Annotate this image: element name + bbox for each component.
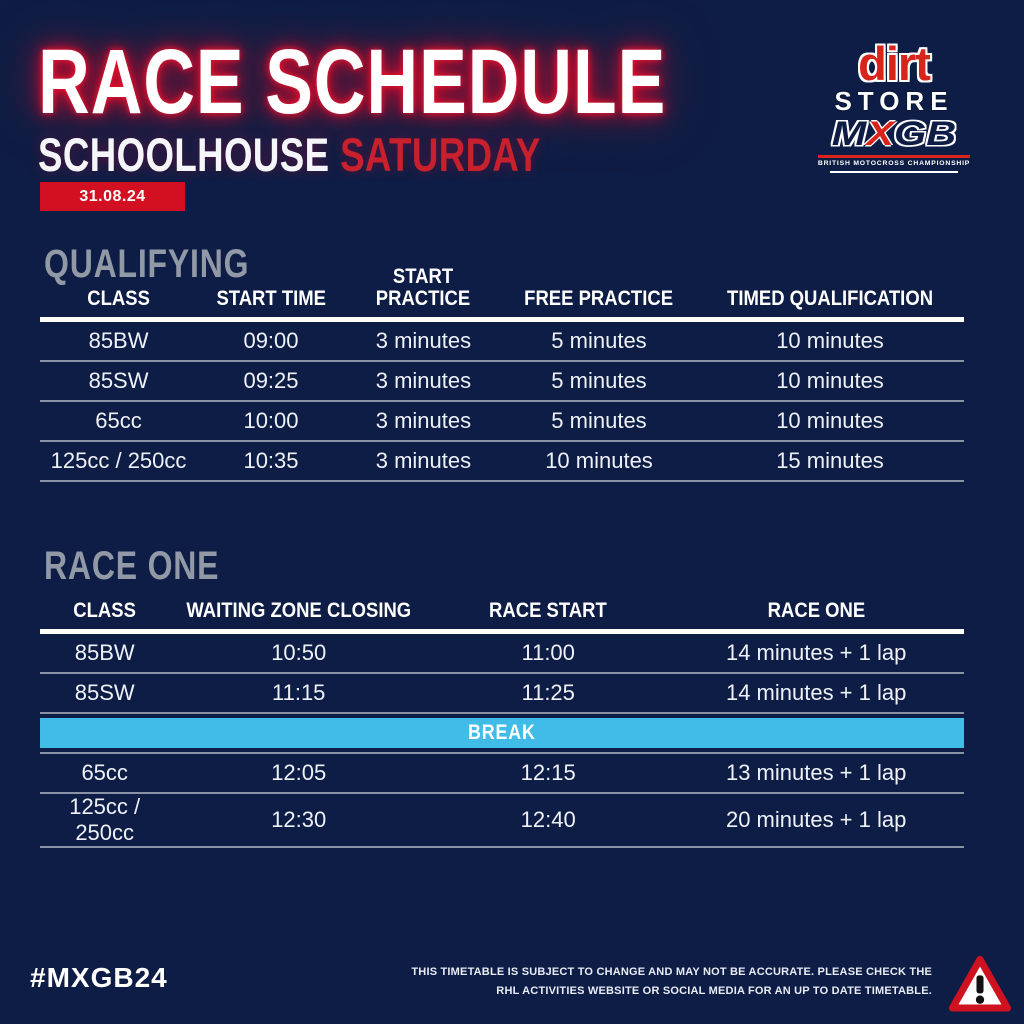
cell-start-time: 10:35 (197, 441, 345, 482)
break-banner: BREAK (40, 718, 964, 748)
column-header-race-one: RACE ONE (668, 580, 964, 634)
cell-start-practice: 3 minutes (344, 401, 502, 442)
cell-free-practice: 10 minutes (501, 441, 697, 482)
logo-tagline: BRITISH MOTOCROSS CHAMPIONSHIP (817, 160, 971, 167)
break-row: BREAK (40, 713, 964, 754)
cell-class: 85BW (40, 319, 198, 362)
column-header-class: CLASS (40, 258, 198, 322)
cell-waiting-zone-closing: 12:05 (169, 753, 429, 794)
table-row: 85BW 09:00 3 minutes 5 minutes 10 minute… (40, 319, 964, 362)
cell-class: 125cc / 250cc (40, 793, 170, 848)
warning-triangle-icon (948, 954, 1012, 1016)
race-one-header-row: CLASS WAITING ZONE CLOSING RACE START RA… (40, 580, 964, 634)
table-row: 65cc 12:05 12:15 13 minutes + 1 lap (40, 753, 964, 794)
cell-timed-qualification: 10 minutes (696, 361, 964, 402)
column-header-race-start: RACE START (428, 580, 669, 634)
cell-race-duration: 14 minutes + 1 lap (668, 673, 964, 714)
cell-class: 85SW (40, 361, 198, 402)
cell-timed-qualification: 10 minutes (696, 401, 964, 442)
qualifying-table: CLASS START TIME START PRACTICE FREE PRA… (40, 258, 964, 482)
table-row: 85BW 10:50 11:00 14 minutes + 1 lap (40, 631, 964, 674)
table-row: 65cc 10:00 3 minutes 5 minutes 10 minute… (40, 401, 964, 442)
column-header-start-practice: START PRACTICE (344, 258, 502, 322)
cell-waiting-zone-closing: 11:15 (169, 673, 429, 714)
table-row: 125cc / 250cc 10:35 3 minutes 10 minutes… (40, 441, 964, 482)
cell-free-practice: 5 minutes (501, 319, 697, 362)
cell-start-time: 09:00 (197, 319, 345, 362)
cell-waiting-zone-closing: 12:30 (169, 793, 429, 848)
column-header-start-time: START TIME (197, 258, 345, 322)
cell-class: 85SW (40, 673, 170, 714)
dirt-store-mxgb-logo: dirt STORE MXGB BRITISH MOTOCROSS CHAMPI… (816, 40, 972, 173)
cell-free-practice: 5 minutes (501, 401, 697, 442)
table-row: 85SW 11:15 11:25 14 minutes + 1 lap (40, 673, 964, 714)
race-one-section-title: RACE ONE (44, 544, 220, 588)
column-header-class: CLASS (40, 580, 170, 634)
page-title: RACE SCHEDULE (38, 31, 667, 133)
break-label: BREAK (468, 721, 536, 744)
cell-race-duration: 20 minutes + 1 lap (668, 793, 964, 848)
logo-red-divider (818, 155, 970, 158)
cell-class: 125cc / 250cc (40, 441, 198, 482)
cell-class: 85BW (40, 631, 170, 674)
cell-class: 65cc (40, 753, 170, 794)
cell-free-practice: 5 minutes (501, 361, 697, 402)
column-header-free-practice: FREE PRACTICE (501, 258, 697, 322)
table-row: 125cc / 250cc 12:30 12:40 20 minutes + 1… (40, 793, 964, 848)
logo-white-divider (830, 170, 958, 173)
cell-race-duration: 14 minutes + 1 lap (668, 631, 964, 674)
mxgb-letters-gb: GB (894, 115, 957, 153)
cell-waiting-zone-closing: 10:50 (169, 631, 429, 674)
column-header-waiting-zone-closing: WAITING ZONE CLOSING (169, 580, 429, 634)
mxgb-letter-x: X (866, 115, 894, 153)
cell-race-start: 12:40 (428, 793, 669, 848)
mxgb-logo-text: MXGB (799, 117, 989, 151)
store-logo-text: STORE (834, 86, 954, 116)
cell-class: 65cc (40, 401, 198, 442)
cell-race-start: 11:25 (428, 673, 669, 714)
cell-start-time: 10:00 (197, 401, 345, 442)
mxgb-letter-m: M (831, 115, 867, 153)
date-badge: 31.08.24 (40, 182, 185, 211)
hashtag-text: #MXGB24 (30, 962, 168, 993)
cell-start-practice: 3 minutes (344, 361, 502, 402)
dirt-logo-text: dirt (858, 37, 931, 90)
cell-start-practice: 3 minutes (344, 441, 502, 482)
event-subtitle: SCHOOLHOUSE SATURDAY (38, 131, 541, 178)
cell-race-start: 12:15 (428, 753, 669, 794)
day-name: SATURDAY (340, 128, 541, 181)
cell-timed-qualification: 15 minutes (696, 441, 964, 482)
cell-race-start: 11:00 (428, 631, 669, 674)
cell-start-practice: 3 minutes (344, 319, 502, 362)
event-date: 31.08.24 (79, 187, 146, 205)
qualifying-header-row: CLASS START TIME START PRACTICE FREE PRA… (40, 258, 964, 322)
column-header-timed-qualification: TIMED QUALIFICATION (696, 258, 964, 322)
cell-start-time: 09:25 (197, 361, 345, 402)
table-row: 85SW 09:25 3 minutes 5 minutes 10 minute… (40, 361, 964, 402)
venue-name: SCHOOLHOUSE (38, 128, 330, 181)
disclaimer-text: THIS TIMETABLE IS SUBJECT TO CHANGE AND … (411, 966, 932, 997)
cell-race-duration: 13 minutes + 1 lap (668, 753, 964, 794)
race-one-table: CLASS WAITING ZONE CLOSING RACE START RA… (40, 580, 964, 848)
cell-timed-qualification: 10 minutes (696, 319, 964, 362)
